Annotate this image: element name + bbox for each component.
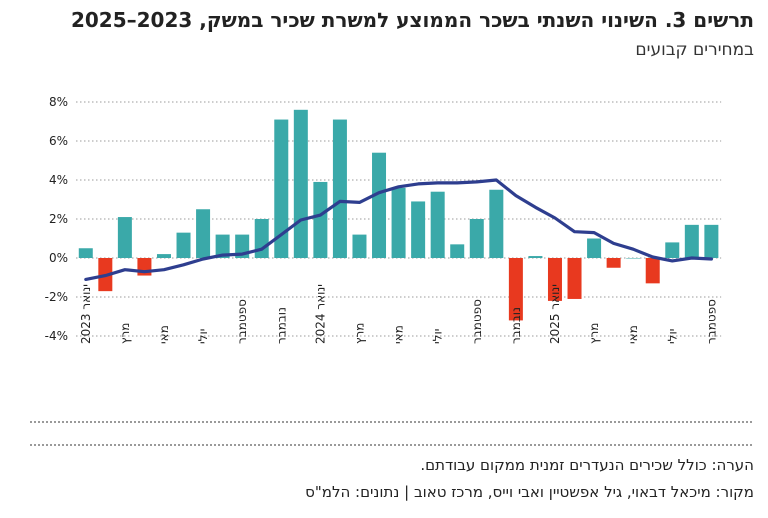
y-axis-labels: -4% -2% 0% 2% 4% 6% 8% [45, 95, 68, 343]
bar [704, 224, 719, 258]
bar [430, 191, 445, 258]
bar [469, 219, 484, 258]
x-tick-label: ינואר 2025 [548, 284, 562, 344]
y-tick-label: 4% [49, 173, 68, 187]
y-tick-label: -2% [45, 290, 68, 304]
bar [411, 201, 426, 258]
bar [645, 258, 660, 284]
x-tick-label: יולי [665, 329, 679, 344]
note-text: הערה: כולל שכירים הנעדרים זמנית ממקום עב… [420, 456, 754, 474]
trend-line-group [84, 178, 713, 281]
x-tick-label: מרץ [587, 323, 601, 344]
bar [489, 189, 504, 258]
bar [156, 254, 171, 258]
x-axis-labels: ינואר 2023 מרץ מאי יולי ספטמבר נובמבר ינואר 20… [79, 284, 719, 344]
bar [313, 181, 328, 258]
bar [547, 258, 562, 301]
bar [215, 234, 230, 258]
bar [626, 258, 641, 259]
bar [78, 248, 93, 258]
bar [684, 224, 699, 258]
y-tick-label: 0% [49, 251, 68, 265]
bar [254, 219, 269, 258]
x-tick-label: מאי [626, 325, 640, 344]
trend-line [84, 178, 713, 281]
bars [78, 109, 719, 321]
x-tick-label: מאי [157, 325, 171, 344]
bar [332, 119, 347, 258]
bar [372, 152, 387, 258]
x-tick-label: ספטמבר [235, 299, 249, 344]
separator-top [30, 421, 752, 423]
x-tick-label: ספטמבר [704, 299, 718, 344]
bar [665, 242, 680, 258]
bar-line-chart: -4% -2% 0% 2% 4% 6% 8% ינואר 2023 מרץ מאי יולי ספט… [45, 95, 722, 344]
bar [391, 187, 406, 258]
bar [117, 217, 132, 258]
y-tick-label: 6% [49, 134, 68, 148]
x-tick-label: יולי [196, 329, 210, 344]
source-text: מקור: מיכאל דבאוי, גיל אפשטיין ואבי וייס… [305, 483, 754, 501]
y-tick-label: 8% [49, 95, 68, 109]
chart-subtitle: במחירים קבועים [635, 40, 754, 60]
bar [528, 256, 543, 258]
bar [352, 234, 367, 258]
bar [567, 258, 582, 299]
separator-bottom [30, 444, 752, 446]
y-tick-label: -4% [45, 329, 68, 343]
bar [274, 119, 289, 258]
bar [606, 258, 621, 268]
x-tick-label: מרץ [353, 323, 367, 344]
bar [196, 209, 211, 258]
x-tick-label: נובמבר [509, 307, 523, 344]
x-tick-label: ינואר 2024 [313, 284, 327, 344]
bar [293, 109, 308, 258]
chart-title: תרשים 3. השינוי השנתי בשכר הממוצע למשרת … [70, 8, 754, 32]
x-tick-label: נובמבר [274, 307, 288, 344]
bar [587, 238, 602, 258]
bar [450, 244, 465, 258]
x-tick-label: מרץ [118, 323, 132, 344]
bar [176, 232, 191, 258]
x-tick-label: ינואר 2023 [79, 284, 93, 344]
x-tick-label: מאי [392, 325, 406, 344]
x-tick-label: יולי [431, 329, 445, 344]
x-tick-label: ספטמבר [470, 299, 484, 344]
y-tick-label: 2% [49, 212, 68, 226]
bar [508, 258, 523, 321]
